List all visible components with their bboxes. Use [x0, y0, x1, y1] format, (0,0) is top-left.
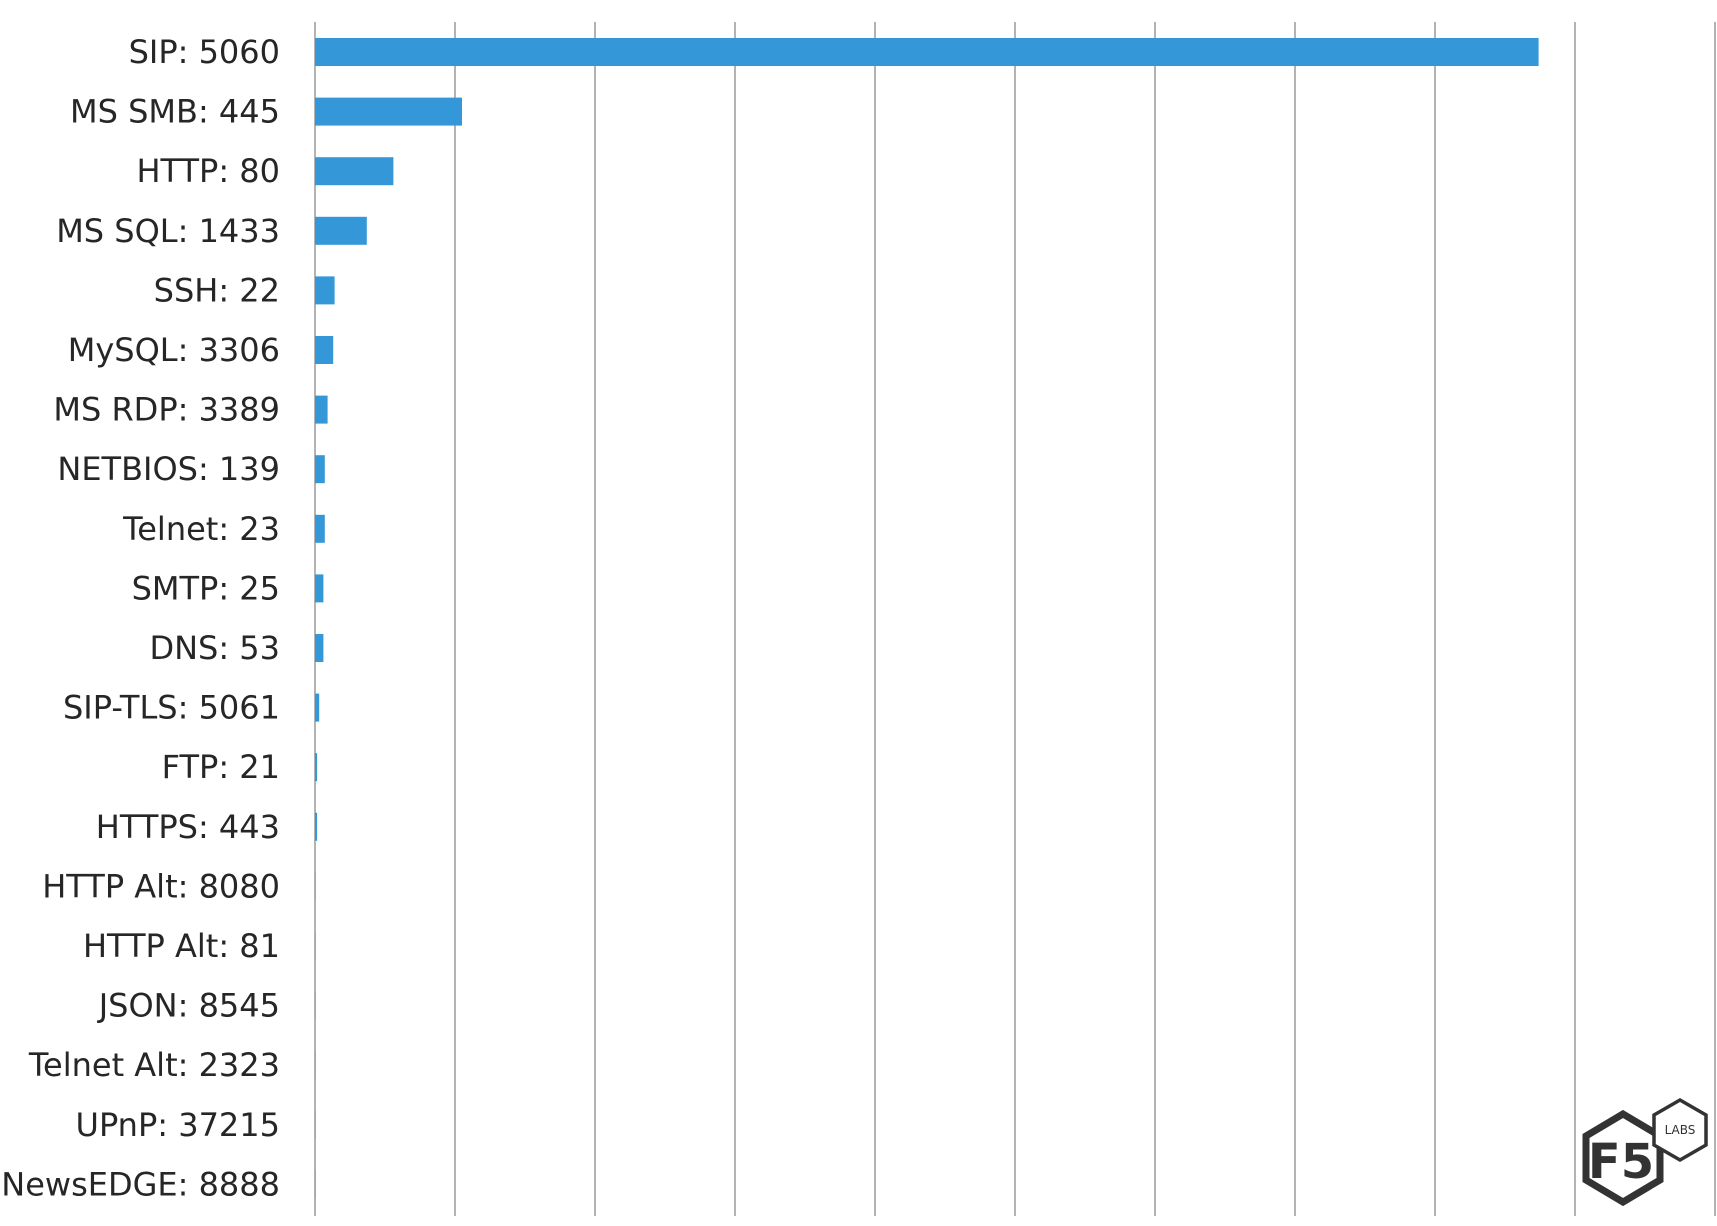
bar-9	[315, 574, 324, 603]
bar-6	[315, 395, 328, 424]
bar-13	[315, 812, 318, 841]
bar-5	[315, 336, 334, 364]
category-label-14: HTTP Alt: 8080	[42, 867, 280, 905]
category-label-6: MS RDP: 3389	[53, 391, 280, 429]
bar-4	[315, 276, 335, 305]
logo-main-text: F5	[1588, 1134, 1654, 1190]
category-labels: SIP: 5060 MS SMB: 445 HTTP: 80 MS SQL: 1433…	[1, 33, 280, 1203]
category-label-17: Telnet Alt: 2323	[28, 1046, 280, 1084]
bar-10	[315, 634, 324, 662]
logo-sub-text: LABS	[1665, 1123, 1696, 1137]
bar-2	[315, 157, 394, 186]
category-label-13: HTTPS: 443	[96, 808, 280, 846]
category-label-8: Telnet: 23	[122, 510, 280, 548]
bar-7	[315, 455, 325, 484]
category-label-7: NETBIOS: 139	[57, 450, 280, 488]
category-label-19: NewsEDGE: 8888	[1, 1165, 280, 1203]
category-label-11: SIP-TLS: 5061	[63, 689, 280, 727]
bar-12	[315, 753, 318, 782]
category-label-4: SSH: 22	[154, 271, 280, 309]
bar-0	[315, 38, 1539, 66]
category-label-0: SIP: 5060	[129, 33, 280, 71]
f5-labs-logo: F5 LABS	[1582, 1097, 1708, 1207]
category-label-16: JSON: 8545	[97, 987, 280, 1025]
gridlines	[314, 22, 1716, 1216]
category-label-15: HTTP Alt: 81	[83, 927, 280, 965]
category-label-18: UPnP: 37215	[76, 1106, 280, 1144]
category-label-5: MySQL: 3306	[68, 331, 280, 369]
bar-3	[315, 216, 367, 245]
category-label-1: MS SMB: 445	[70, 93, 280, 131]
bar-8	[315, 514, 325, 543]
category-label-12: FTP: 21	[162, 748, 280, 786]
bars	[315, 38, 1539, 1199]
category-label-10: DNS: 53	[149, 629, 280, 667]
category-label-3: MS SQL: 1433	[56, 212, 280, 250]
bar-11	[315, 693, 320, 722]
category-label-2: HTTP: 80	[136, 152, 280, 190]
category-label-9: SMTP: 25	[132, 569, 280, 607]
bar-1	[315, 97, 462, 126]
logo-hexagon-small	[1652, 1097, 1708, 1163]
